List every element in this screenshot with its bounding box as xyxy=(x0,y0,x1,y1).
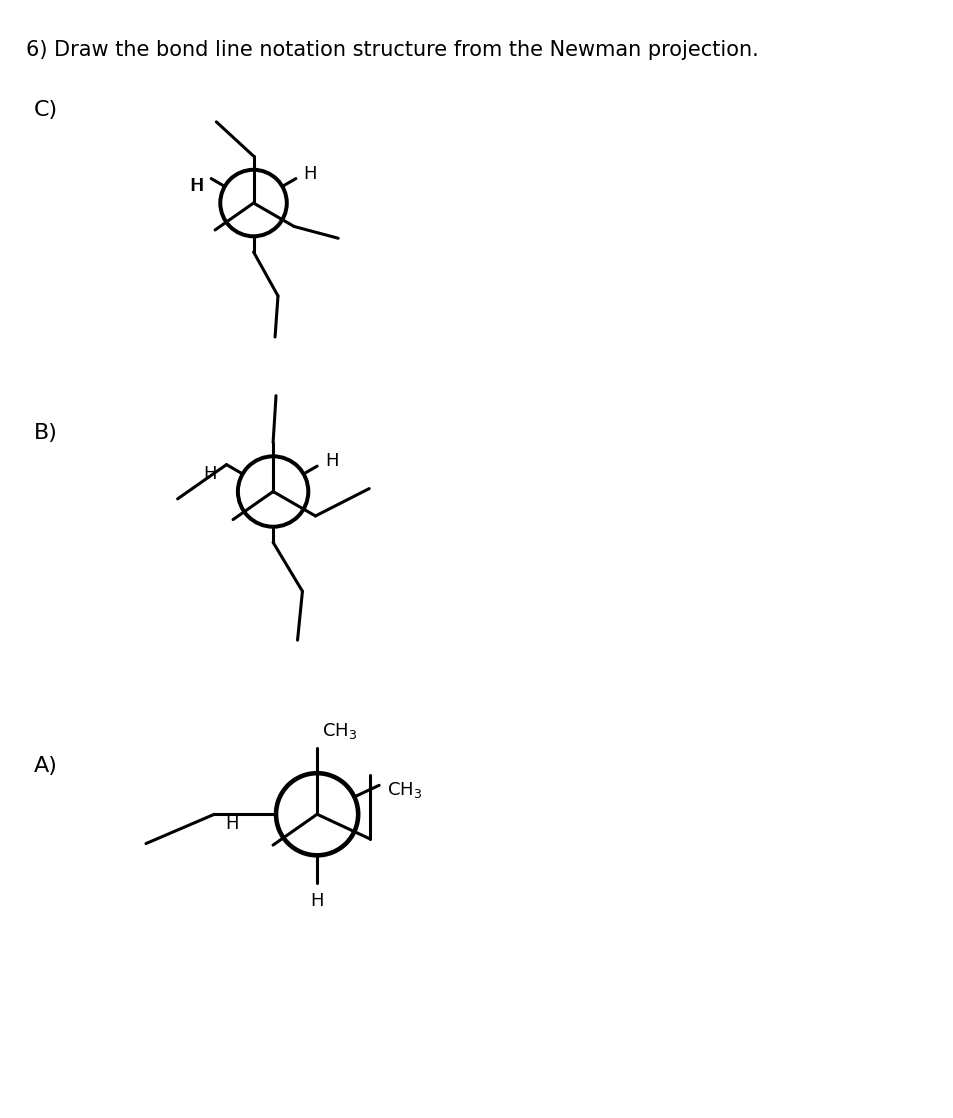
Text: 6) Draw the bond line notation structure from the Newman projection.: 6) Draw the bond line notation structure… xyxy=(26,40,758,59)
Text: H: H xyxy=(203,465,216,483)
Text: H: H xyxy=(190,178,203,196)
Text: B): B) xyxy=(33,423,57,443)
Text: H: H xyxy=(225,815,238,833)
Text: H: H xyxy=(303,164,317,182)
Text: CH$_3$: CH$_3$ xyxy=(322,721,356,741)
Text: CH$_3$: CH$_3$ xyxy=(387,780,422,800)
Text: C): C) xyxy=(33,101,57,121)
Text: A): A) xyxy=(33,756,57,776)
Text: H: H xyxy=(325,452,338,471)
Text: H: H xyxy=(189,178,202,196)
Text: H: H xyxy=(310,892,323,910)
